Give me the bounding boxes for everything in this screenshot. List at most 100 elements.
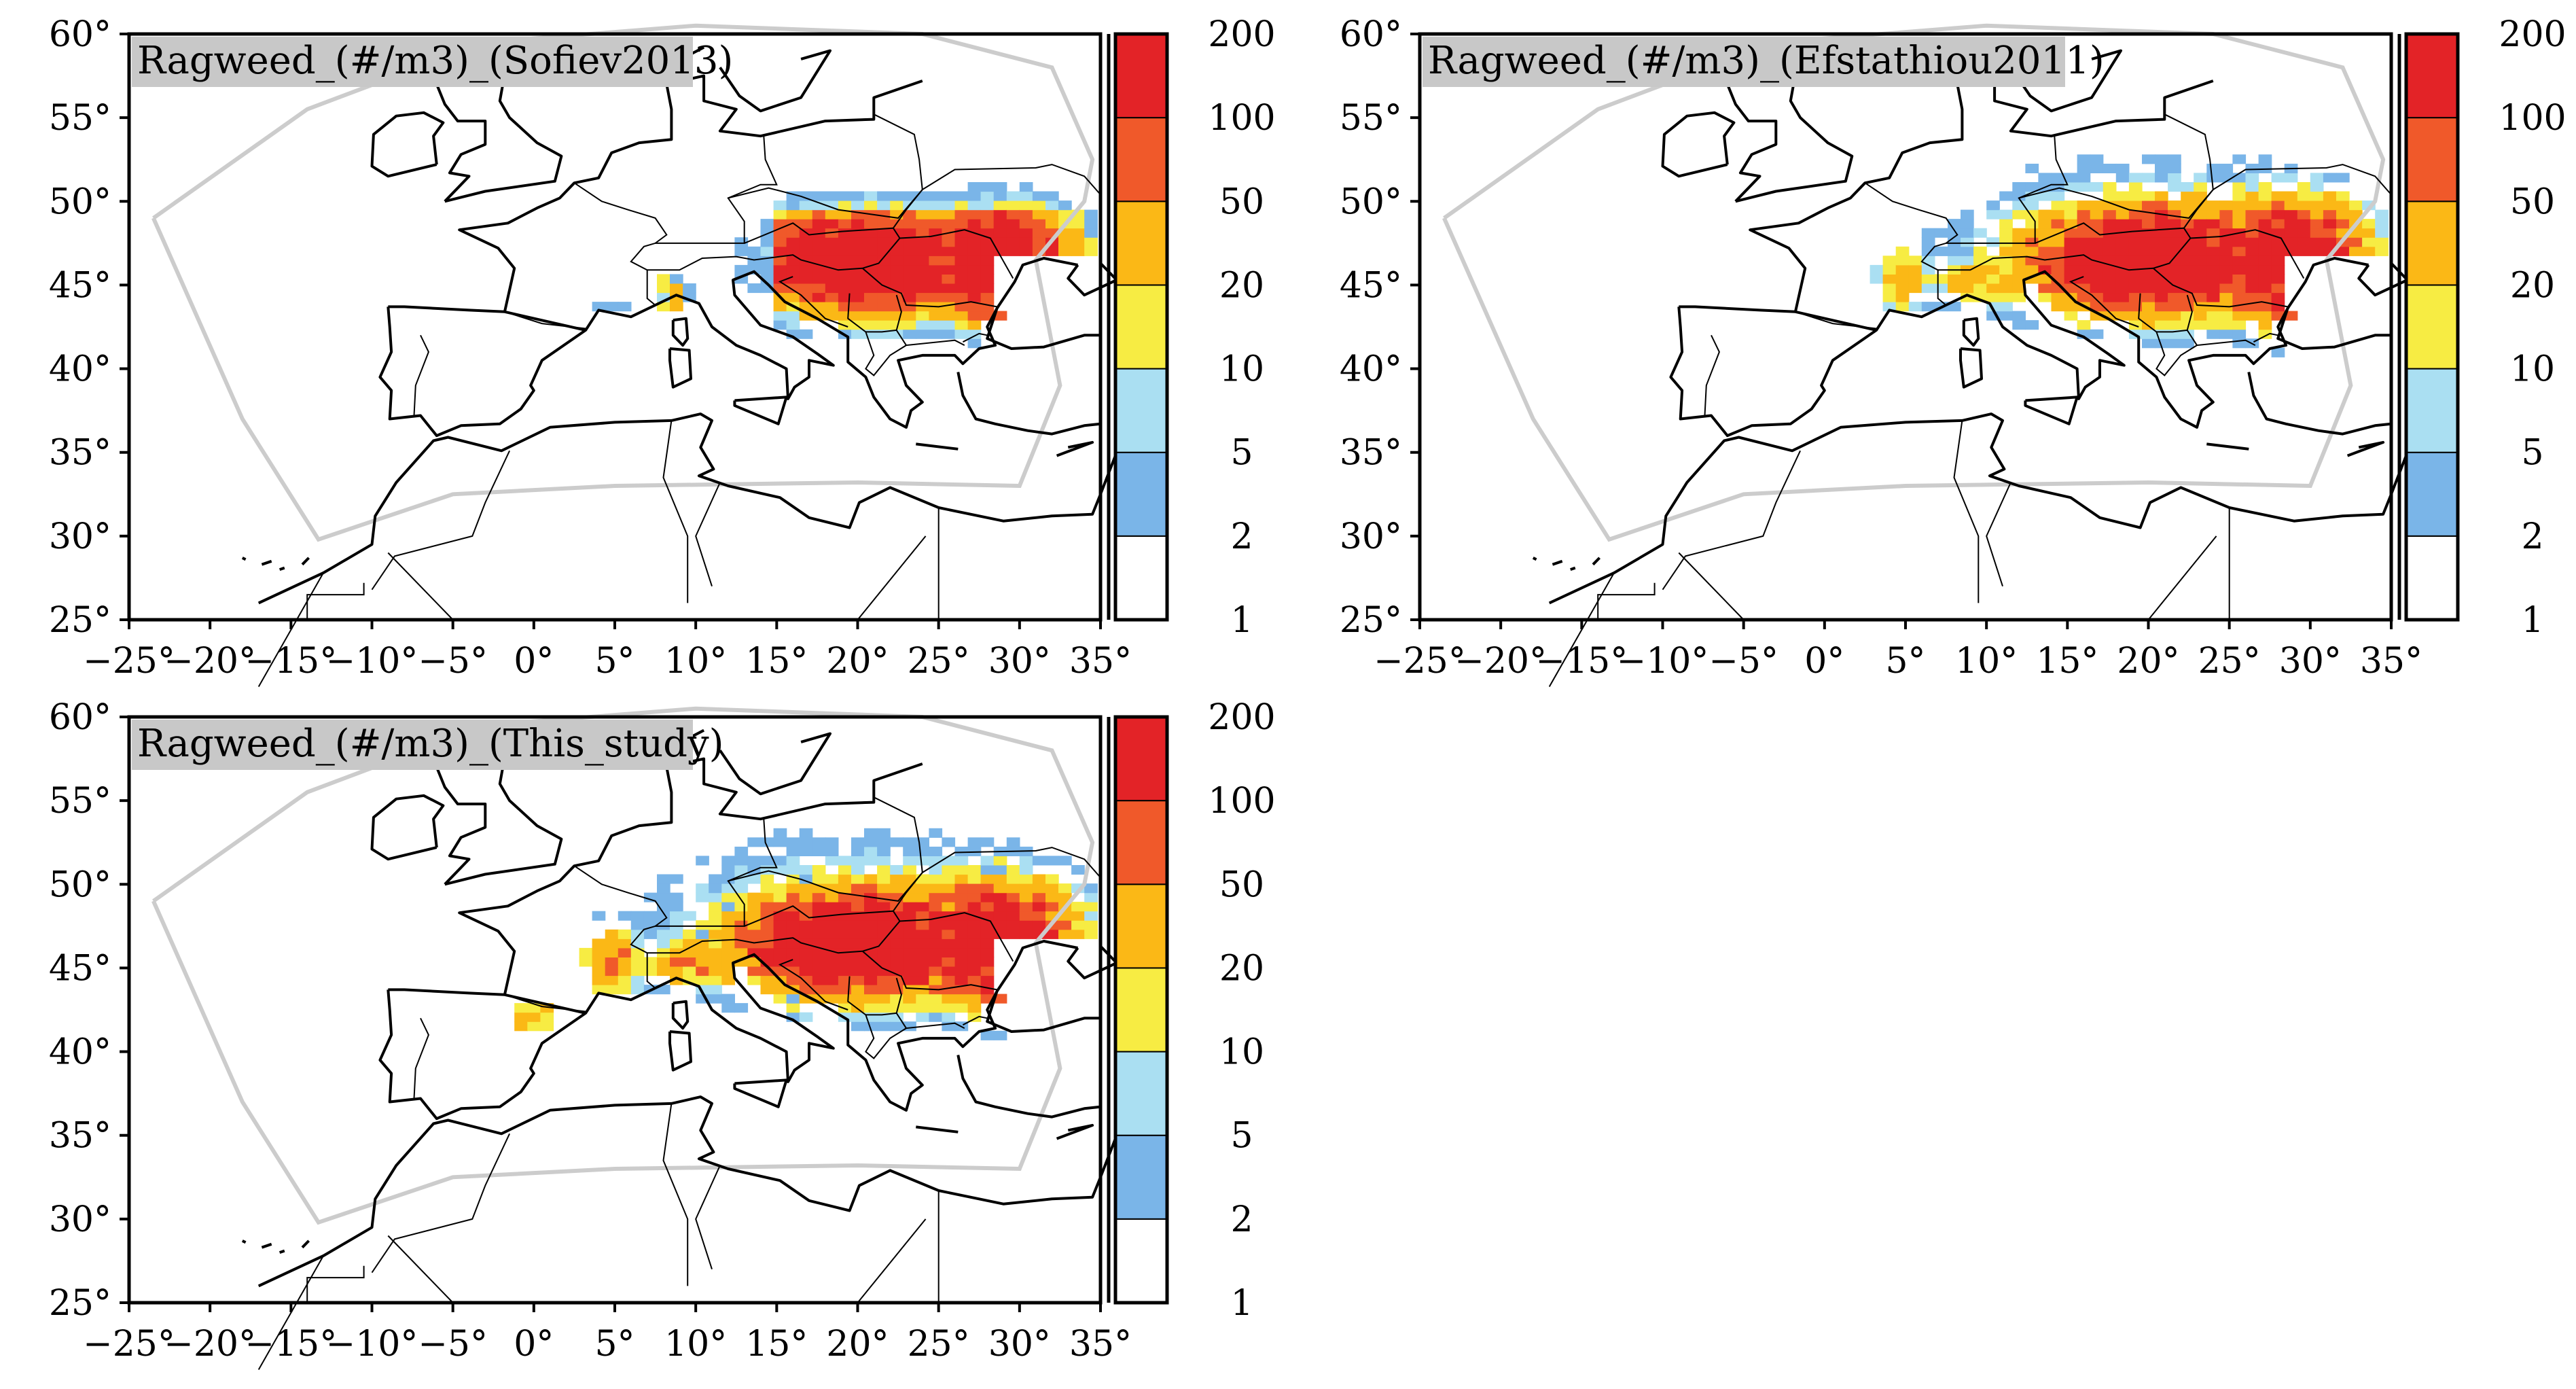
grid-cell	[825, 902, 839, 912]
grid-cell	[2142, 264, 2155, 275]
grid-cell	[851, 1012, 865, 1022]
grid-cell	[942, 856, 956, 866]
grid-cell	[773, 957, 787, 967]
grid-cell	[1006, 874, 1020, 884]
grid-cell	[2232, 246, 2247, 256]
lat-tick-label: 30°	[49, 1199, 111, 1240]
lon-tick-label: 30°	[2279, 641, 2342, 682]
grid-cell	[967, 985, 982, 995]
grid-cell	[980, 902, 995, 912]
grid-cell	[1999, 246, 2013, 256]
grid-cell	[773, 264, 787, 275]
border-line	[257, 1255, 324, 1370]
grid-cell	[1019, 865, 1033, 875]
grid-cell	[605, 985, 619, 995]
grid-cell	[2271, 283, 2285, 294]
grid-cell	[2362, 237, 2376, 247]
grid-cell	[967, 947, 982, 957]
lon-tick-label: 25°	[908, 1324, 970, 1365]
border-line	[371, 1133, 511, 1273]
border-line	[778, 276, 848, 328]
grid-cell	[890, 938, 904, 949]
grid-cell	[825, 957, 839, 967]
grid-cell	[773, 283, 787, 294]
grid-cell	[980, 985, 995, 995]
coast-line	[1962, 317, 1980, 347]
grid-cell	[579, 947, 593, 957]
grid-cell	[903, 865, 916, 875]
grid-cell	[2271, 256, 2285, 266]
grid-cell	[864, 311, 878, 321]
grid-cell	[838, 200, 852, 211]
colorbar-segment	[1115, 1134, 1168, 1220]
grid-cell	[2349, 246, 2363, 256]
grid-cell	[2051, 264, 2065, 275]
grid-cell	[916, 966, 929, 977]
grid-cell	[2077, 163, 2091, 173]
grid-cell	[592, 975, 606, 985]
colorbar-segment	[1115, 33, 1168, 119]
grid-cell	[1071, 929, 1085, 939]
grid-cell	[877, 828, 891, 838]
lat-tick-label: 25°	[49, 600, 111, 641]
grid-cell	[1019, 883, 1033, 894]
grid-cell	[2115, 246, 2130, 256]
grid-cell	[786, 947, 800, 957]
grid-cell	[916, 200, 929, 211]
grid-cell	[942, 274, 956, 284]
grid-cell	[734, 902, 749, 912]
lon-tick-label: 25°	[2198, 641, 2261, 682]
coast-line	[1552, 559, 1563, 566]
coast-line	[916, 1125, 959, 1133]
grid-cell	[2258, 320, 2272, 330]
lon-tick-label: −20°	[1454, 641, 1547, 682]
country-borders	[1548, 113, 2392, 687]
coast-line	[986, 308, 1101, 350]
grid-cell	[838, 920, 852, 930]
grid-cell	[903, 947, 916, 957]
coast-line	[257, 412, 1118, 605]
grid-cell	[709, 874, 722, 884]
grid-cell	[773, 966, 787, 977]
grid-cell	[1973, 246, 1987, 256]
grid-cell	[1032, 237, 1046, 247]
grid-cell	[864, 938, 878, 949]
grid-cell	[2168, 182, 2181, 192]
grid-cell	[2077, 200, 2091, 211]
grid-cell	[709, 975, 722, 985]
grid-cell	[2219, 200, 2234, 211]
grid-cell	[1999, 283, 2013, 294]
grid-cell	[967, 929, 982, 939]
grid-cell	[864, 320, 878, 330]
grid-cell	[773, 219, 787, 229]
grid-cell	[942, 1012, 956, 1022]
grid-cell	[799, 985, 813, 995]
grid-cell	[773, 237, 787, 247]
grid-cell	[1019, 902, 1033, 912]
grid-cell	[2012, 283, 2026, 294]
grid-cell	[2168, 163, 2181, 173]
grid-cell	[2336, 173, 2350, 183]
grid-cell	[825, 966, 839, 977]
grid-cell	[954, 219, 969, 229]
grid-cell	[1948, 274, 1961, 284]
grid-cell	[592, 985, 606, 995]
border-line	[306, 582, 365, 620]
grid-cell	[2323, 237, 2337, 247]
grid-cell	[2051, 246, 2065, 256]
grid-cell	[2025, 228, 2039, 238]
grid-cell	[838, 320, 852, 330]
grid-cell	[980, 228, 995, 238]
grid-cell	[825, 274, 839, 284]
grid-cell	[2310, 246, 2324, 256]
grid-cell	[799, 274, 813, 284]
grid-cell	[864, 1021, 878, 1032]
grid-cell	[747, 892, 762, 902]
grid-cell	[851, 856, 865, 866]
grid-cell	[967, 902, 982, 912]
grid-cell	[605, 938, 619, 949]
grid-cell	[877, 1003, 891, 1013]
border-line	[728, 113, 923, 219]
grid-cell	[773, 311, 787, 321]
grid-cell	[1084, 237, 1098, 247]
